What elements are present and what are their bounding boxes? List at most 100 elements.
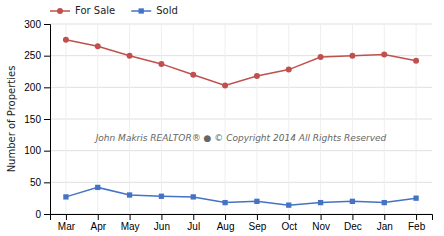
series-marker [382, 200, 387, 205]
series-marker [158, 61, 164, 67]
grid-line-x [161, 24, 162, 214]
tick: Apr [90, 214, 106, 232]
series-marker [190, 72, 196, 78]
legend-marker [57, 8, 63, 14]
tick-label: Apr [90, 221, 106, 232]
tick-mark [44, 56, 50, 57]
tick-mark [384, 214, 385, 220]
legend: For Sale Sold [50, 5, 178, 16]
tick-label: Aug [217, 221, 235, 232]
tick-mark [44, 214, 50, 215]
tick-label: 150 [24, 114, 41, 125]
grid-line-y [50, 150, 432, 151]
y-axis-title: Number of Properties [6, 66, 17, 173]
series-marker [127, 53, 133, 59]
tick: Nov [312, 214, 330, 232]
series-marker [381, 51, 387, 57]
series-marker [222, 82, 228, 88]
tick-label: May [121, 221, 140, 232]
series-marker [95, 185, 100, 190]
series-marker [413, 196, 418, 201]
grid-line-x [288, 24, 289, 214]
tick: Feb [408, 214, 426, 232]
tick: 50 [30, 177, 50, 188]
legend-marker [139, 8, 144, 13]
tick-label: Jun [154, 221, 170, 232]
series-marker [286, 202, 291, 207]
grid-line-y [50, 87, 432, 88]
series-marker [63, 194, 68, 199]
tick: Oct [281, 214, 297, 232]
tick-mark [321, 214, 322, 220]
grid-line-x [256, 24, 257, 214]
tick: Jan [377, 214, 393, 232]
grid-line-x [225, 24, 226, 214]
tick-label: 100 [24, 145, 41, 156]
tick-mark [44, 119, 50, 120]
plot: 0 50 100 150 200 250 300 Mar Apr May Jun Jul Aug Sep O… [24, 19, 432, 232]
legend-label: For Sale [75, 5, 115, 16]
grid [50, 24, 432, 214]
grid-line-x [193, 24, 194, 214]
series-marker [222, 200, 227, 205]
axis-line [44, 25, 51, 215]
series-marker [254, 199, 259, 204]
tick: 250 [24, 50, 50, 61]
series-marker [413, 58, 419, 64]
tick-label: 0 [35, 209, 41, 220]
tick-mark [416, 214, 417, 220]
tick: 0 [35, 209, 50, 220]
grid-line-x [320, 24, 321, 214]
tick-label: 300 [24, 19, 41, 30]
tick-label: 200 [24, 82, 41, 93]
tick: Jun [154, 214, 170, 232]
tick: Mar [58, 214, 76, 232]
tick-label: Mar [58, 221, 76, 232]
tick-mark [44, 24, 50, 25]
series-line [66, 40, 416, 86]
series-marker [350, 199, 355, 204]
tick: 300 [24, 19, 50, 30]
series-marker [349, 53, 355, 59]
tick: Dec [344, 214, 362, 232]
tick-mark [44, 87, 50, 88]
tick-label: Sep [249, 221, 267, 232]
series-marker [127, 192, 132, 197]
x-axis: Mar Apr May Jun Jul Aug Sep Oct Nov Dec Jan Feb [51, 214, 433, 232]
tick-mark [44, 151, 50, 152]
axis-line [51, 215, 433, 221]
tick: Sep [249, 214, 267, 232]
legend-item: Sold [131, 5, 178, 16]
grid-line-y [50, 182, 432, 183]
tick: Jul [187, 214, 200, 232]
tick-label: Jan [377, 221, 393, 232]
series-marker [286, 67, 292, 73]
tick: 150 [24, 114, 50, 125]
tick-mark [257, 214, 258, 220]
tick-mark [98, 214, 99, 220]
tick: 200 [24, 82, 50, 93]
tick-mark [225, 214, 226, 220]
series-marker [95, 43, 101, 49]
series-marker [254, 73, 260, 79]
tick: Aug [217, 214, 235, 232]
legend-item: For Sale [50, 5, 115, 16]
tick-mark [352, 214, 353, 220]
grid-line-y [50, 24, 432, 25]
tick-mark [161, 214, 162, 220]
series-line [66, 187, 416, 205]
tick-label: Oct [281, 221, 297, 232]
grid-line-x [416, 24, 417, 214]
tick-label: Feb [408, 221, 426, 232]
tick-label: Nov [312, 221, 330, 232]
tick: May [121, 214, 140, 232]
tick-label: 50 [30, 177, 42, 188]
grid-line-x [129, 24, 130, 214]
tick-label: Dec [344, 221, 362, 232]
series-marker [191, 194, 196, 199]
tick: 100 [24, 145, 50, 156]
tick-mark [44, 182, 50, 183]
grid-line-y [50, 119, 432, 120]
series-marker [318, 200, 323, 205]
series-marker [159, 194, 164, 199]
